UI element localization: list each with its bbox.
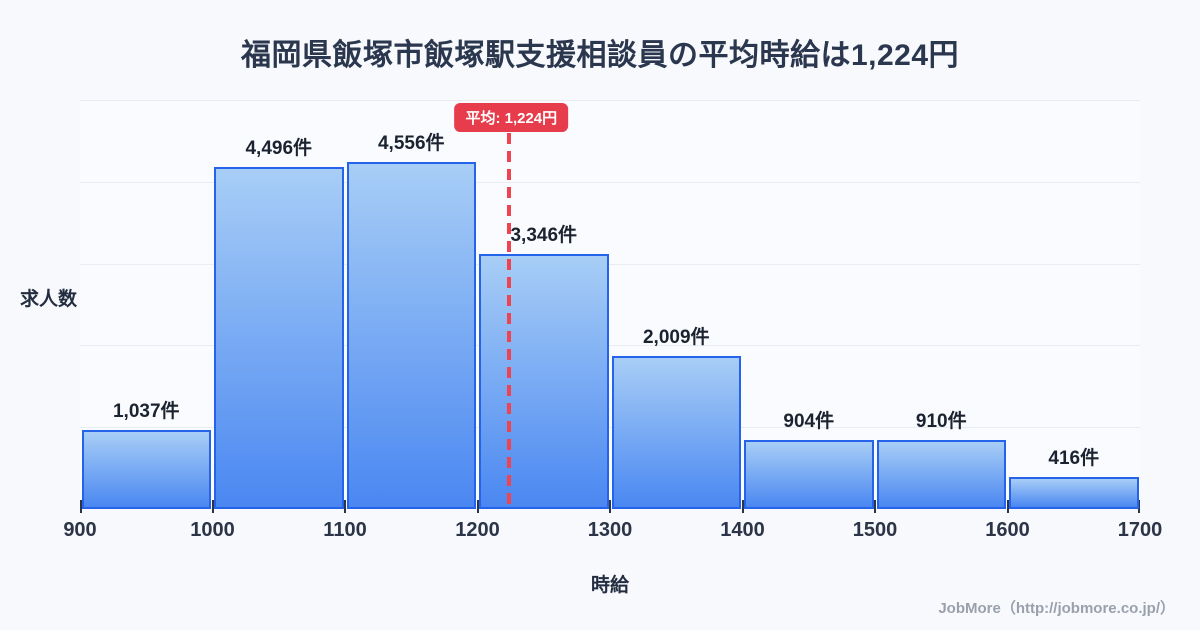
plot-area: 900 1000 1100 1200 1300 1400 1500 1600 1700 1,037… xyxy=(63,100,1162,541)
x-tick-mark xyxy=(1006,500,1009,513)
x-tick-mark xyxy=(80,500,82,513)
x-tick-label: 1600 xyxy=(985,519,1030,541)
x-tick-mark xyxy=(874,500,876,513)
x-tick-mark xyxy=(741,500,744,513)
x-tick-label: 1300 xyxy=(587,519,633,541)
histogram-bar xyxy=(214,166,344,509)
x-tick-label: 1400 xyxy=(720,519,765,541)
gridline xyxy=(80,181,1140,183)
bar-value-label: 416件 xyxy=(1048,448,1100,470)
gridline xyxy=(80,100,1140,101)
histogram-bar xyxy=(744,440,874,509)
x-tick-mark xyxy=(609,500,611,513)
x-axis-label: 時給 xyxy=(590,575,629,596)
x-tick-label: 1500 xyxy=(852,519,898,541)
x-tick-mark xyxy=(211,500,214,513)
bar-value-label: 1,037件 xyxy=(112,401,180,423)
x-tick-label: 1200 xyxy=(455,519,500,541)
bar-value-label: 4,556件 xyxy=(377,133,445,154)
histogram-bar xyxy=(876,439,1006,509)
footer-credit: JobMore（http://jobmore.co.jp/） xyxy=(938,600,1175,617)
mean-badge: 平均: 1,224円 xyxy=(454,103,569,132)
x-tick-label: 1700 xyxy=(1117,519,1163,541)
x-tick-mark xyxy=(344,500,346,513)
histogram-bar xyxy=(346,162,476,509)
y-axis-label: 求人数 xyxy=(20,289,78,310)
bar-value-label: 4,496件 xyxy=(245,137,313,159)
histogram-bar xyxy=(611,356,741,509)
gridline xyxy=(80,427,1140,429)
gridline xyxy=(80,345,1140,347)
histogram-bar xyxy=(81,430,211,509)
bar-value-label: 3,346件 xyxy=(510,225,578,247)
x-tick-mark xyxy=(476,500,479,513)
gridline xyxy=(80,263,1140,265)
histogram-bar xyxy=(1009,477,1139,509)
mean-line xyxy=(507,133,512,509)
x-tick-label: 1000 xyxy=(190,519,235,541)
bar-value-label: 904件 xyxy=(783,411,835,433)
chart-title: 福岡県飯塚市飯塚駅支援相談員の平均時給は1,224円 xyxy=(240,39,960,72)
x-tick-label: 900 xyxy=(63,519,97,541)
x-tick-label: 1100 xyxy=(323,519,367,541)
histogram-bar xyxy=(479,254,609,509)
x-tick-mark xyxy=(1138,500,1140,513)
bar-value-label: 910件 xyxy=(915,410,967,432)
bar-value-label: 2,009件 xyxy=(642,327,710,348)
